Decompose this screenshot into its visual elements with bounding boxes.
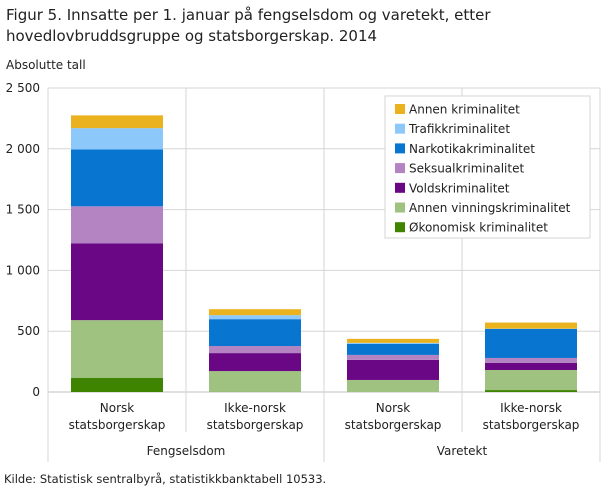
y-tick-label: 0: [32, 385, 40, 399]
legend-swatch: [395, 182, 405, 193]
bar-segment: [347, 338, 439, 343]
bar-segment: [485, 357, 577, 363]
x-tick-label: Norsk: [100, 401, 135, 415]
bar-segment: [71, 149, 163, 207]
bar-segment: [347, 342, 439, 344]
bar-segment: [485, 322, 577, 329]
legend-swatch: [395, 143, 405, 154]
legend-swatch: [395, 202, 405, 213]
x-tick-label: statsborgerskap: [69, 418, 166, 432]
bar-segment: [347, 379, 439, 392]
bar-segment: [347, 354, 439, 360]
y-tick-label: 500: [17, 324, 40, 338]
bar-segment: [485, 390, 577, 392]
bar-segment: [71, 128, 163, 150]
bar-segment: [347, 359, 439, 380]
legend-label: Seksualkriminalitet: [409, 162, 524, 176]
x-tick-label: statsborgerskap: [345, 418, 442, 432]
legend-swatch: [395, 222, 405, 233]
legend-label: Narkotikakriminalitet: [409, 142, 535, 156]
bar-segment: [71, 243, 163, 321]
chart-title: Figur 5. Innsatte per 1. januar på fengs…: [6, 6, 491, 45]
y-axis-unit-label: Absolutte tall: [6, 58, 86, 72]
group-label: Varetekt: [437, 444, 488, 458]
x-tick-label: statsborgerskap: [483, 418, 580, 432]
bar-segment: [209, 346, 301, 354]
bar-segment: [209, 353, 301, 372]
bar-segment: [71, 320, 163, 379]
group-label: Fengselsdom: [147, 444, 226, 458]
legend-label: Annen kriminalitet: [409, 103, 520, 117]
bar-segment: [71, 115, 163, 129]
legend-box: [384, 95, 591, 239]
legend-swatch: [395, 104, 405, 114]
bar-segment: [485, 369, 577, 391]
x-tick-label: Ikke-norsk: [500, 401, 562, 415]
y-tick-label: 2 000: [6, 142, 40, 156]
bar-segment: [485, 362, 577, 370]
y-tick-label: 2 500: [6, 81, 40, 95]
bar-segment: [209, 319, 301, 347]
source-note: Kilde: Statistisk sentralbyrå, statistik…: [4, 472, 327, 486]
bar-segment: [209, 371, 301, 392]
x-tick-label: statsborgerskap: [207, 418, 304, 432]
bar-segment: [485, 328, 577, 358]
legend-label: Økonomisk kriminalitet: [409, 221, 548, 235]
legend-swatch: [395, 123, 405, 134]
bar-segment: [71, 378, 163, 392]
bar-segment: [347, 343, 439, 355]
bar-segment: [71, 206, 163, 244]
bar-segment: [209, 315, 301, 320]
legend-swatch: [395, 163, 405, 174]
legend-label: Annen vinningskriminalitet: [409, 201, 571, 215]
bar-segment: [209, 309, 301, 316]
legend-label: Voldskriminalitet: [409, 181, 510, 195]
y-tick-label: 1 500: [6, 203, 40, 217]
x-tick-label: Ikke-norsk: [224, 401, 286, 415]
legend-label: Trafikkriminalitet: [408, 122, 510, 136]
x-tick-label: Norsk: [376, 401, 411, 415]
y-tick-label: 1 000: [6, 263, 40, 277]
